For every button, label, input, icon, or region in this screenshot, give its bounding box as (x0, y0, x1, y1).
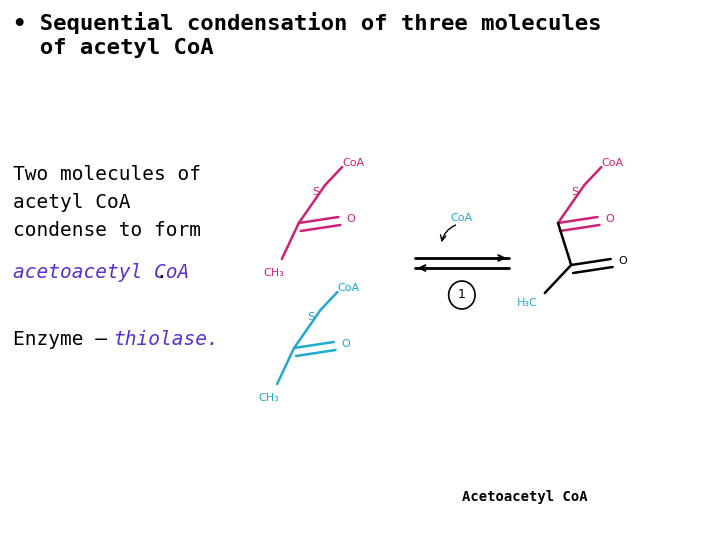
Text: O: O (618, 256, 627, 266)
Text: thiolase.: thiolase. (113, 330, 219, 349)
Text: Two molecules of
acetyl CoA
condense to form: Two molecules of acetyl CoA condense to … (13, 165, 201, 240)
Text: H₃C: H₃C (516, 298, 537, 308)
Text: CoA: CoA (338, 283, 359, 293)
Text: O: O (341, 339, 350, 349)
Text: Acetoacetyl CoA: Acetoacetyl CoA (462, 490, 588, 504)
Text: • Sequential condensation of three molecules: • Sequential condensation of three molec… (13, 12, 602, 34)
Text: .: . (156, 263, 167, 282)
Text: S: S (307, 312, 315, 322)
Text: O: O (605, 214, 614, 224)
Text: Enzyme –: Enzyme – (13, 330, 119, 349)
Text: CoA: CoA (451, 213, 473, 223)
Text: S: S (572, 187, 579, 197)
Text: CoA: CoA (342, 158, 364, 168)
Text: O: O (346, 214, 355, 224)
Circle shape (449, 281, 475, 309)
Text: CH₃: CH₃ (258, 393, 279, 403)
Text: acetoacetyl CoA: acetoacetyl CoA (13, 263, 189, 282)
Text: CoA: CoA (601, 158, 624, 168)
Text: S: S (312, 187, 320, 197)
Text: 1: 1 (458, 288, 466, 301)
Text: CH₃: CH₃ (263, 268, 284, 278)
Text: of acetyl CoA: of acetyl CoA (13, 38, 214, 58)
